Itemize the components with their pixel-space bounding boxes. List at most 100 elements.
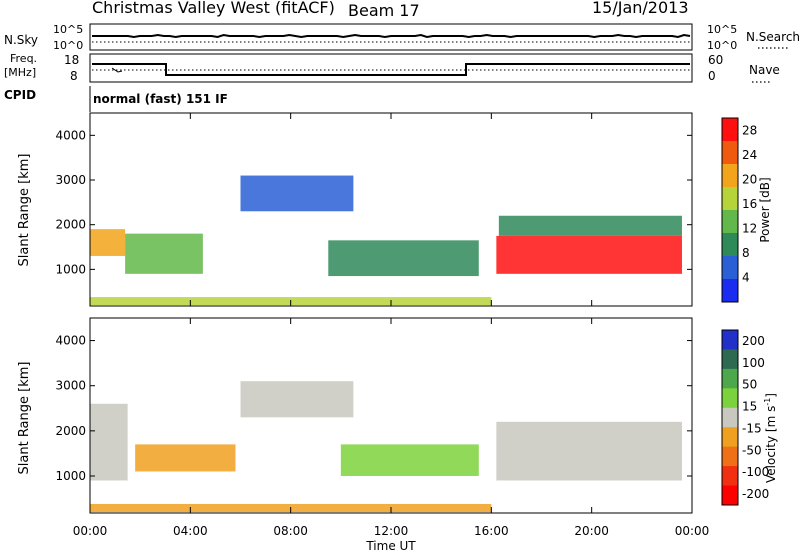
velocity-cbar-swatch-5 (722, 427, 738, 448)
velocity-y-ticks: 1000 2000 3000 4000 (55, 334, 692, 483)
nave-tick-0: 0 (708, 69, 716, 83)
svg-text:Velocity [m s-1]: Velocity [m s-1] (763, 393, 778, 483)
sky-tick-high: 10^5 (53, 23, 83, 36)
velocity-cbar-tick-3: 15 (742, 400, 757, 414)
nsearch-label: N.Search (746, 30, 800, 44)
power-ytick-label-1: 2000 (55, 218, 86, 232)
xtick-label-0: 00:00 (73, 524, 108, 538)
power-y-ticks: 1000 2000 3000 4000 (55, 128, 692, 276)
freq-tick-18: 18 (64, 53, 79, 67)
x-axis-label: Time UT (365, 539, 416, 553)
x-axis-ticks: 00:00 04:00 08:00 12:00 16:00 20:00 00:00 (73, 113, 710, 538)
power-colorbar-label: Power [dB] (758, 177, 772, 242)
velocity-panel-bg (90, 318, 692, 513)
power-ytick-label-0: 1000 (55, 262, 86, 276)
power-cbar-swatch-5 (722, 233, 738, 257)
power-region-1 (125, 233, 203, 274)
power-cbar-swatch-4 (722, 210, 738, 234)
velocity-colorbar-label: Velocity [m s-1] (763, 393, 778, 483)
velocity-region-0 (90, 403, 128, 481)
power-region-4 (496, 235, 682, 274)
sky-tick-low-right: 10^0 (707, 39, 737, 52)
power-ylabel: Slant Range [km] (17, 154, 32, 267)
power-cbar-swatch-3 (722, 187, 738, 211)
power-cbar-swatch-2 (722, 164, 738, 188)
freq-label-2: [MHz] (4, 66, 36, 79)
power-cbar-tick-3: 16 (742, 197, 757, 211)
cpid-mode: normal (fast) 151 IF (93, 92, 228, 106)
nsky-label: N.Sky (4, 33, 38, 47)
power-cbar-tick-2: 12 (742, 221, 757, 235)
power-cbar-tick-5: 24 (742, 148, 757, 162)
power-ytick-label-3: 4000 (55, 128, 86, 142)
freq-label-1: Freq. (10, 52, 37, 65)
velocity-cbar-swatch-1 (722, 349, 738, 370)
power-colorbar-frame (721, 117, 739, 303)
xtick-label-4: 16:00 (474, 524, 509, 538)
velocity-ytick-label-0: 1000 (55, 469, 86, 483)
xtick-label-2: 08:00 (273, 524, 308, 538)
freq-panel-frame (89, 53, 693, 83)
power-data-regions (90, 175, 682, 306)
velocity-cbar-tick-0: 200 (742, 334, 765, 348)
power-region-2 (240, 175, 354, 212)
velocity-cbar-tick-4: -15 (742, 421, 762, 435)
velocity-cbar-label-sup: -1 (763, 398, 772, 406)
velocity-ylabel: Slant Range [km] (17, 362, 32, 475)
sky-panel-frame (89, 23, 693, 51)
cpid-label: CPID (4, 88, 36, 102)
velocity-cbar-tick-6: -100 (742, 465, 769, 479)
xtick-label-3: 12:00 (374, 524, 409, 538)
velocity-ytick-label-3: 4000 (55, 334, 86, 348)
velocity-colorbar-frame (721, 329, 739, 506)
velocity-region-1 (135, 444, 236, 472)
power-cbar-swatch-6 (722, 256, 738, 280)
power-cbar-tick-1: 8 (742, 246, 750, 260)
nave-label: Nave (749, 63, 780, 77)
velocity-cbar-tick-5: -50 (742, 443, 762, 457)
velocity-cbar-swatch-0 (722, 330, 738, 350)
power-panel-bg (90, 113, 692, 306)
velocity-cbar-swatch-2 (722, 368, 738, 389)
velocity-cbar-tick-7: -200 (742, 487, 769, 501)
power-region-3 (328, 240, 479, 277)
velocity-ytick-label-1: 2000 (55, 424, 86, 438)
power-cbar-swatch-0 (722, 118, 738, 142)
velocity-colorbar: 200 100 50 15 -15 -50 -100 -200 (722, 330, 769, 506)
velocity-cbar-swatch-6 (722, 446, 738, 467)
station-title: Christmas Valley West (fitACF) (92, 0, 335, 17)
power-colorbar: 4 8 12 16 20 24 28 (722, 118, 757, 303)
xtick-label-6: 00:00 (675, 524, 710, 538)
velocity-cbar-swatch-3 (722, 388, 738, 409)
freq-trace (92, 63, 690, 76)
velocity-cbar-swatch-7 (722, 466, 738, 487)
velocity-region-3 (340, 444, 479, 476)
freq-glitch (111, 67, 123, 73)
power-ytick-label-2: 3000 (55, 173, 86, 187)
sky-tick-low: 10^0 (53, 39, 83, 52)
velocity-cbar-label-end: ] (764, 393, 778, 398)
velocity-cbar-label-main: Velocity [m s (764, 406, 778, 483)
power-cbar-swatch-7 (722, 279, 738, 303)
velocity-region-2 (240, 381, 354, 418)
beam-label: Beam 17 (348, 1, 420, 20)
velocity-cbar-tick-2: 50 (742, 378, 757, 392)
velocity-cbar-tick-1: 100 (742, 356, 765, 370)
velocity-ytick-label-2: 3000 (55, 379, 86, 393)
nsky-trace (92, 33, 691, 39)
power-cbar-tick-6: 28 (742, 123, 757, 137)
nave-tick-60: 60 (708, 53, 723, 67)
xtick-label-5: 20:00 (574, 524, 609, 538)
sky-tick-high-right: 10^5 (707, 23, 737, 36)
velocity-cbar-swatch-8 (722, 485, 738, 506)
freq-tick-8: 8 (70, 69, 78, 83)
velocity-cbar-swatch-4 (722, 407, 738, 428)
power-cbar-tick-4: 20 (742, 172, 757, 186)
power-region-5 (498, 215, 682, 236)
power-cbar-tick-0: 4 (742, 270, 750, 284)
velocity-region-4 (496, 421, 682, 481)
power-region-0 (90, 229, 126, 256)
xtick-label-1: 04:00 (173, 524, 208, 538)
power-cbar-swatch-1 (722, 141, 738, 165)
